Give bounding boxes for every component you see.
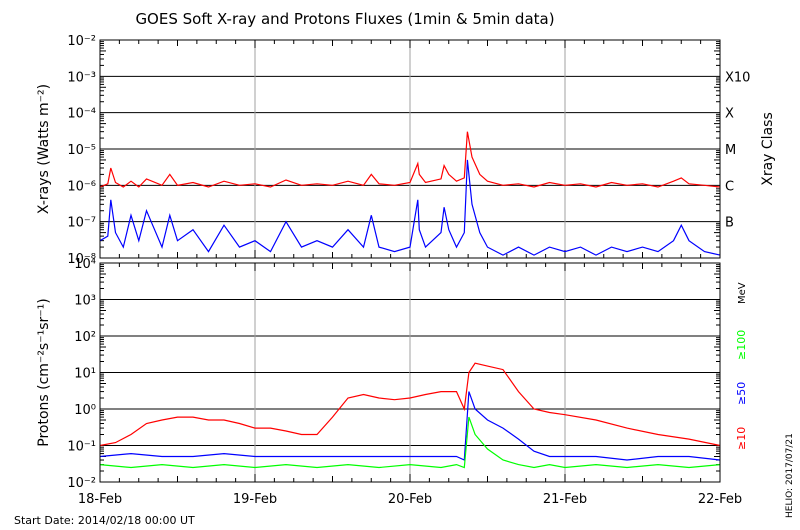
plot-frame [99, 39, 721, 259]
xray-class-label: X10 [725, 70, 750, 85]
plot-frame [99, 262, 721, 483]
x-tick-label: 20-Feb [388, 492, 432, 507]
y-tick-label: 10⁻¹ [67, 440, 96, 455]
x-tick-label: 21-Feb [543, 492, 587, 507]
y-tick-label: 10⁻⁶ [67, 179, 96, 194]
proton-panel: 10⁴ 10³ 10² 10¹ 10⁰ 10⁻¹ 10⁻² Protons (cm⁻²s⁻¹s… [36, 257, 748, 507]
y-axis-title: Protons (cm⁻²s⁻¹sr⁻¹) [36, 298, 52, 447]
y-tick-label: 10⁻² [67, 476, 96, 491]
y-tick-label: 10⁻³ [67, 70, 96, 85]
x-tick-label: 22-Feb [698, 492, 742, 507]
y-tick-label: 10⁻⁵ [67, 143, 96, 158]
xray-class-label: C [725, 179, 734, 194]
y-axis-title: X-rays (Watts m⁻²) [36, 84, 52, 214]
y-tick-label: 10³ [74, 294, 96, 309]
xray-class-label: M [725, 143, 736, 158]
y-tick-label: 10⁻⁷ [67, 216, 96, 231]
energy-channel-label: ≥100 [735, 330, 748, 360]
energy-channel-label: ≥10 [735, 427, 748, 450]
y-tick-label: 10¹ [74, 367, 96, 382]
x-tick-label: 19-Feb [233, 492, 277, 507]
series-line-xray-0 [99, 131, 721, 188]
series-line-proton-1 [99, 391, 721, 461]
y-tick-label: 10⁻⁴ [67, 107, 96, 122]
y2-axis-title: Xray Class [760, 112, 776, 186]
series-line-proton-0 [99, 362, 721, 447]
y-tick-label: 10⁻² [67, 34, 96, 49]
y-tick-label: 10⁰ [74, 403, 96, 418]
xray-class-label: B [725, 216, 734, 231]
y-tick-label: 10⁴ [74, 257, 96, 272]
x-tick-label: 18-Feb [78, 492, 122, 507]
y-tick-label: 10² [74, 330, 96, 345]
xray-panel: 10⁻² 10⁻³ 10⁻⁴ 10⁻⁵ 10⁻⁶ 10⁻⁷ 10⁻⁸ X-rays (Watt… [36, 34, 776, 267]
series-line-xray-1 [99, 159, 721, 256]
xray-class-label: X [725, 107, 734, 122]
side-stamp: HELIO: 2017/07/21 [785, 433, 795, 518]
start-date-label: Start Date: 2014/02/18 00:00 UT [14, 514, 195, 527]
series-line-proton-2 [99, 416, 721, 469]
chart-title: GOES Soft X-ray and Protons Fluxes (1min… [135, 10, 554, 28]
y-tick-label: 10⁻⁸ [67, 252, 96, 267]
energy-channel-label: ≥50 [735, 382, 748, 405]
energy-unit-label: MeV [737, 282, 748, 304]
